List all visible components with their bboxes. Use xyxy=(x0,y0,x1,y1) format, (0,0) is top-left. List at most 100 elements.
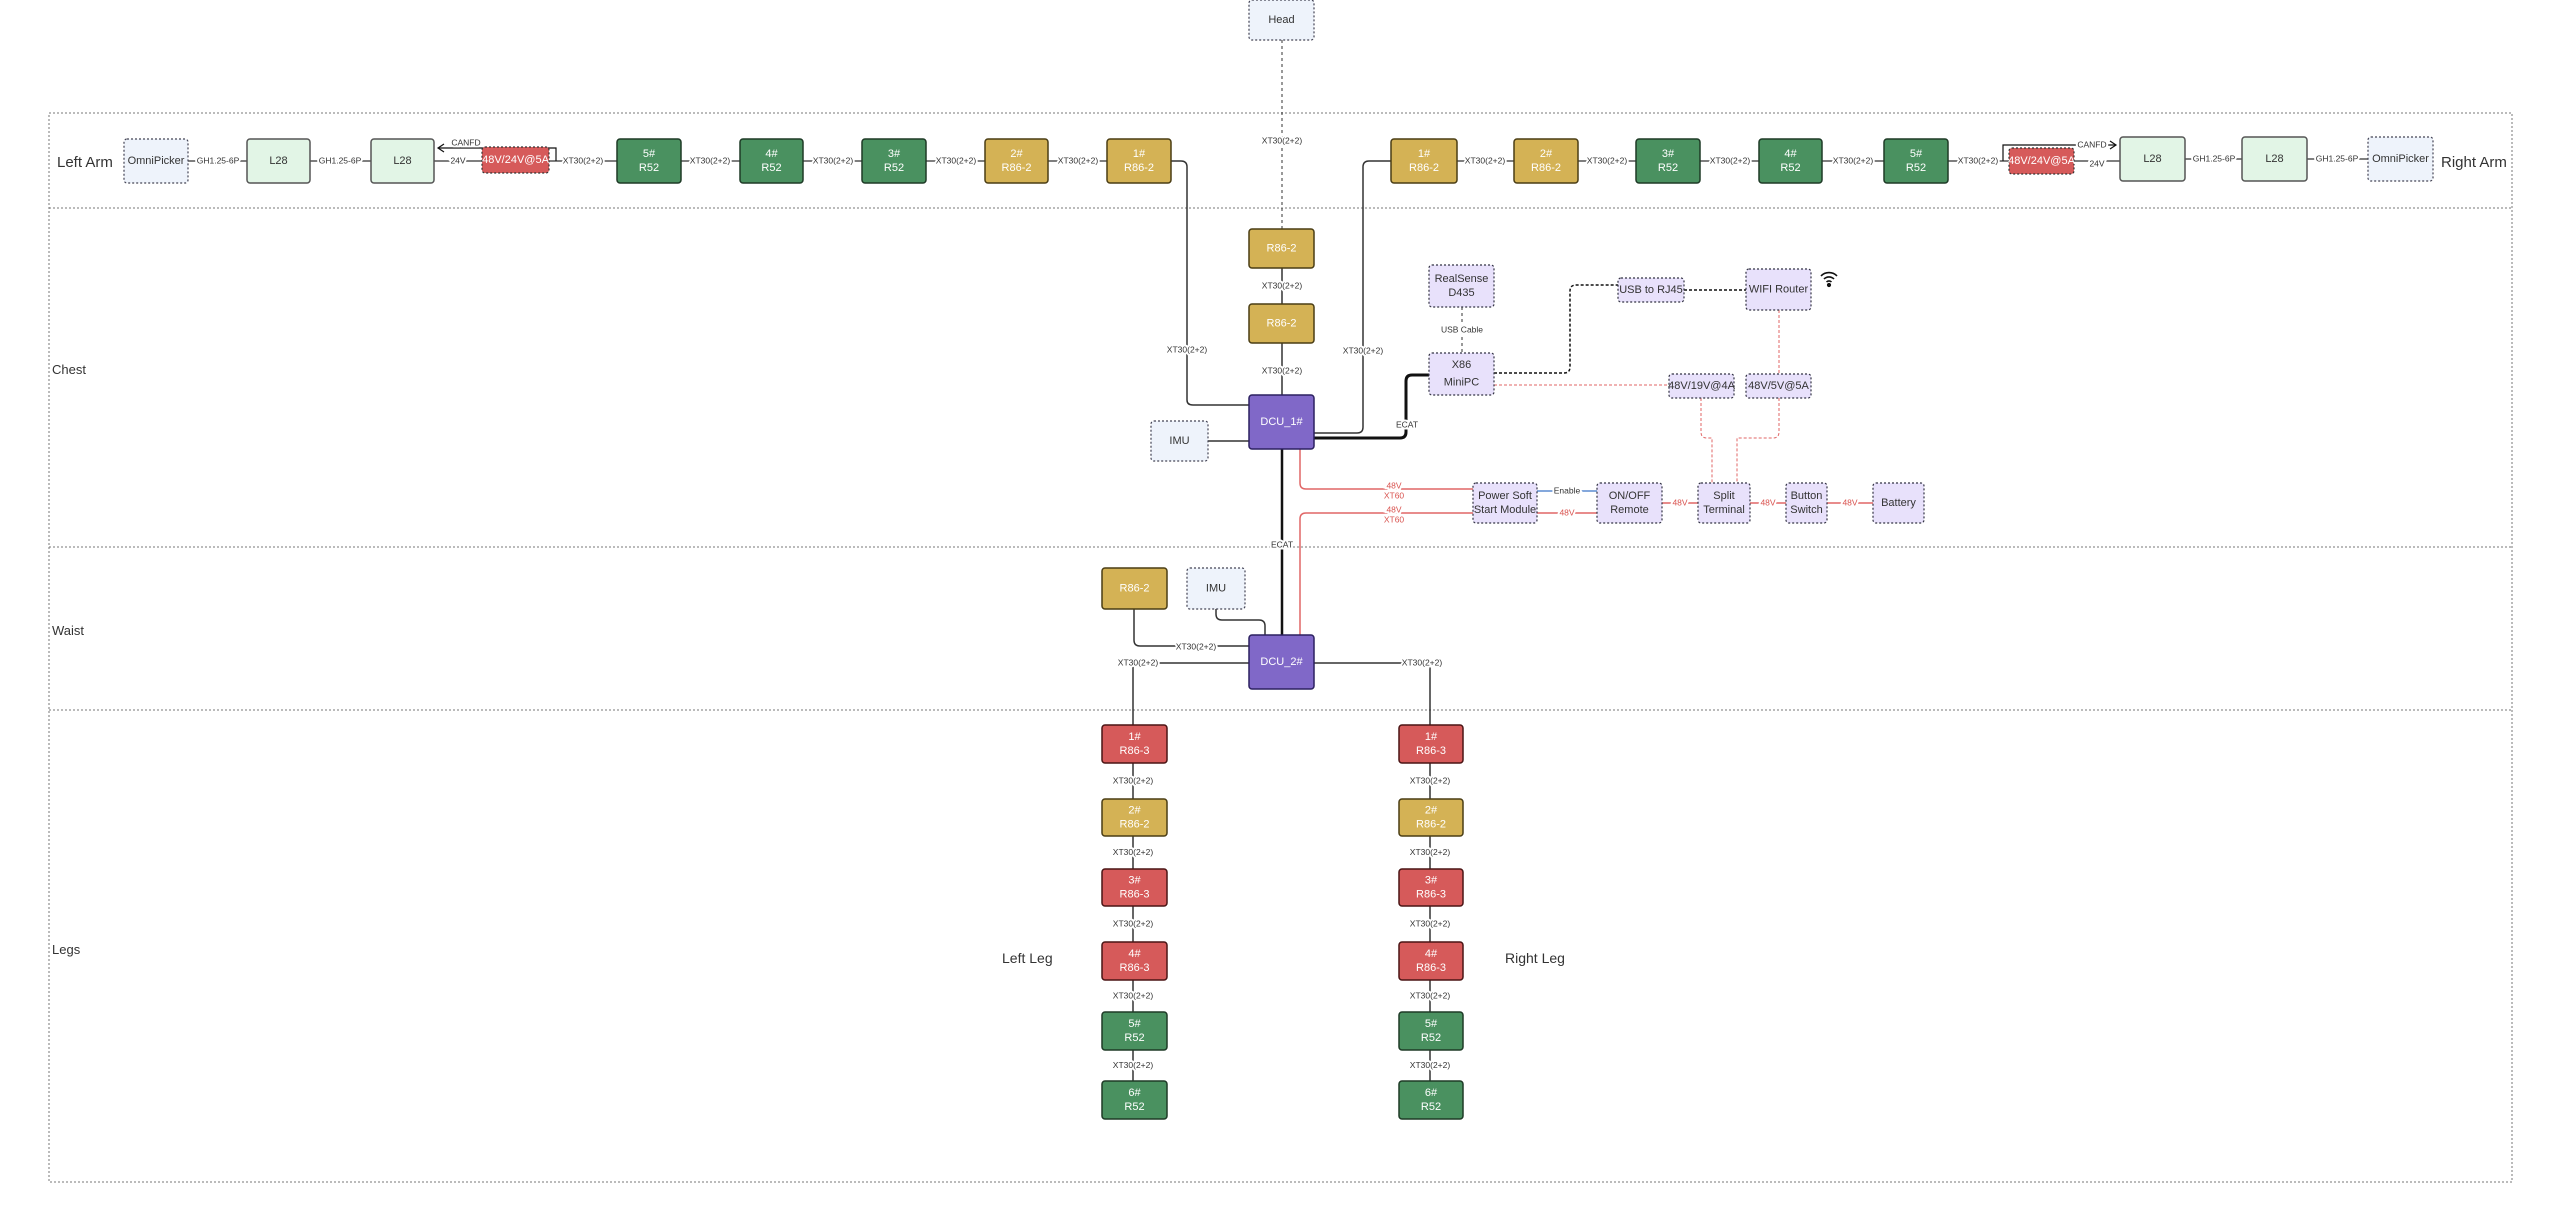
wires xyxy=(188,40,2368,1081)
node-box xyxy=(1101,567,1168,610)
node-ll5[interactable]: 5#R52 xyxy=(1101,1011,1168,1051)
node-label: 3# xyxy=(1425,874,1438,886)
node-ra-l28b[interactable]: L28 xyxy=(2241,136,2308,182)
node-label: R86-3 xyxy=(1120,745,1150,757)
node-la-j3[interactable]: 3#R52 xyxy=(861,138,927,184)
edge-label-rl-x2: XT30(2+2) xyxy=(1410,847,1451,857)
node-label: 1# xyxy=(1425,731,1438,743)
label-right-leg: Right Leg xyxy=(1505,950,1565,966)
node-soft-start[interactable]: Power Soft Start Module xyxy=(1472,482,1538,524)
node-label: Split xyxy=(1713,490,1734,502)
edge-label-ll-x1: XT30(2+2) xyxy=(1113,775,1154,785)
node-label: DCU_2# xyxy=(1260,656,1303,668)
node-box xyxy=(1248,394,1315,450)
node-rl3[interactable]: 3# R86-3 xyxy=(1398,868,1464,907)
node-usb-rj45[interactable]: USB to RJ45 xyxy=(1617,277,1685,303)
node-imu1[interactable]: IMU xyxy=(1150,420,1209,462)
section-labels: Left Arm Right Arm Chest Waist Legs Left… xyxy=(52,154,2507,966)
edge-label-p-48v-c: 48V xyxy=(1559,507,1574,517)
wifi-icon xyxy=(1820,271,1838,288)
node-box xyxy=(1745,268,1812,311)
node-imu2[interactable]: IMU xyxy=(1186,567,1246,610)
node-conv5[interactable]: 48V/5V@5A xyxy=(1745,373,1812,399)
node-ra-j3[interactable]: 3#R52 xyxy=(1635,138,1701,184)
node-box xyxy=(1101,798,1168,837)
node-label: R86-3 xyxy=(1120,962,1150,974)
node-split[interactable]: Split Terminal xyxy=(1697,482,1751,524)
node-box xyxy=(1101,941,1168,981)
node-la-j1[interactable]: 1# R86-2 xyxy=(1106,138,1172,184)
node-box xyxy=(1785,482,1828,524)
node-rl1[interactable]: 1# R86-3 xyxy=(1398,724,1464,764)
node-label: R86-2 xyxy=(1531,162,1561,174)
node-ll2[interactable]: 2# R86-2 xyxy=(1101,798,1168,837)
node-box xyxy=(1150,420,1209,462)
node-ll4[interactable]: 4# R86-3 xyxy=(1101,941,1168,981)
edge-label-waist-x2: XT30(2+2) xyxy=(1118,657,1159,667)
node-box xyxy=(2367,136,2434,182)
node-la-j4[interactable]: 4#R52 xyxy=(739,138,804,184)
node-onoff[interactable]: ON/OFF Remote xyxy=(1596,482,1663,524)
node-ra-l28a[interactable]: L28 xyxy=(2119,136,2186,182)
label-left-leg: Left Leg xyxy=(1002,950,1053,966)
node-label: OmniPicker xyxy=(2372,153,2429,165)
node-button[interactable]: Button Switch xyxy=(1785,482,1828,524)
node-ra-j4[interactable]: 4#R52 xyxy=(1758,138,1823,184)
arrow-left-icon xyxy=(436,143,445,153)
node-ll3[interactable]: 3# R86-3 xyxy=(1101,868,1168,907)
node-ra-psu[interactable]: 48V/24V@5A xyxy=(2008,147,2076,175)
node-box xyxy=(1398,941,1464,981)
node-conv19[interactable]: 48V/19V@4A xyxy=(1668,373,1736,399)
node-la-j2[interactable]: 2# R86-2 xyxy=(984,138,1049,184)
node-ra-j1[interactable]: 1# R86-2 xyxy=(1390,138,1458,184)
node-ll1[interactable]: 1# R86-3 xyxy=(1101,724,1168,764)
node-label: R86-3 xyxy=(1416,888,1446,900)
node-label: IMU xyxy=(1206,582,1226,594)
node-dcu2[interactable]: DCU_2# xyxy=(1248,634,1315,690)
node-rl6[interactable]: 6#R52 xyxy=(1398,1080,1464,1120)
node-box xyxy=(1472,482,1538,524)
node-box xyxy=(1398,798,1464,837)
node-label: Button xyxy=(1791,490,1823,502)
node-la-op[interactable]: OmniPicker xyxy=(123,138,189,184)
node-realsense[interactable]: RealSense D435 xyxy=(1428,264,1495,308)
edge-label-la-gh1: GH1.25-6P xyxy=(197,155,240,165)
node-box xyxy=(861,138,927,184)
node-la-psu[interactable]: 48V/24V@5A xyxy=(481,146,550,174)
node-ll6[interactable]: 6#R52 xyxy=(1101,1080,1168,1120)
node-label: L28 xyxy=(2143,153,2161,165)
wire xyxy=(1299,449,1473,490)
node-box xyxy=(1101,724,1168,764)
node-label: R86-2 xyxy=(1120,818,1150,830)
node-chest-j1[interactable]: R86-2 xyxy=(1248,228,1315,269)
edge-label-p-xt60-b: XT60 xyxy=(1384,514,1405,524)
node-box xyxy=(1248,228,1315,269)
node-la-l28b[interactable]: L28 xyxy=(370,138,435,184)
node-label: R86-2 xyxy=(1124,162,1154,174)
node-ra-j5[interactable]: 5#R52 xyxy=(1883,138,1949,184)
node-box xyxy=(1248,303,1315,344)
edge-label-la-canfd: CANFD xyxy=(451,137,480,147)
node-label: 5# xyxy=(1128,1018,1141,1030)
node-label: 48V/24V@5A xyxy=(482,154,549,166)
node-ra-j2[interactable]: 2# R86-2 xyxy=(1513,138,1579,184)
node-la-l28a[interactable]: L28 xyxy=(246,138,311,184)
node-dcu1[interactable]: DCU_1# xyxy=(1248,394,1315,450)
node-label: 4# xyxy=(765,148,778,160)
node-minipc[interactable]: X86 MiniPC xyxy=(1428,352,1495,396)
node-waist-j[interactable]: R86-2 xyxy=(1101,567,1168,610)
node-label: ON/OFF xyxy=(1609,490,1651,502)
node-rl4[interactable]: 4# R86-3 xyxy=(1398,941,1464,981)
outer-frame xyxy=(48,112,2513,1183)
wire xyxy=(1133,609,1249,647)
node-la-j5[interactable]: 5#R52 xyxy=(616,138,682,184)
node-rl5[interactable]: 5#R52 xyxy=(1398,1011,1464,1051)
node-box xyxy=(2119,136,2186,182)
node-battery[interactable]: Battery xyxy=(1872,482,1925,524)
node-chest-j2[interactable]: R86-2 xyxy=(1248,303,1315,344)
node-ra-op[interactable]: OmniPicker xyxy=(2367,136,2434,182)
node-wifi-router[interactable]: WIFI Router xyxy=(1745,268,1812,311)
node-rl2[interactable]: 2# R86-2 xyxy=(1398,798,1464,837)
node-label: R52 xyxy=(1421,1032,1441,1044)
node-head[interactable]: Head xyxy=(1248,0,1315,41)
